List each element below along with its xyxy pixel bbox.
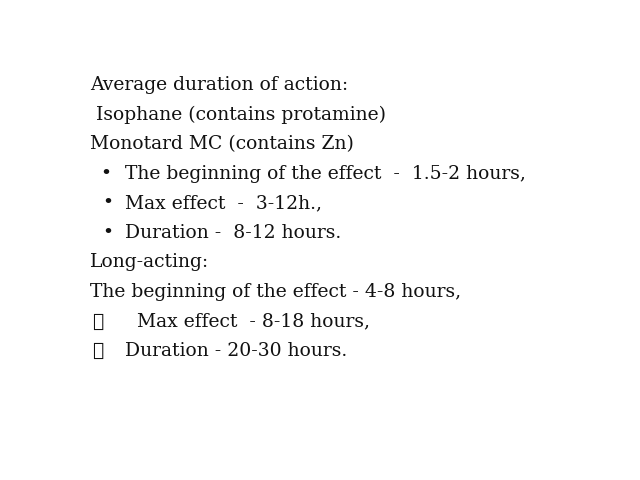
Text: The beginning of the effect - 4-8 hours,: The beginning of the effect - 4-8 hours, [90,283,461,301]
Text: Monotard MC (contains Zn): Monotard MC (contains Zn) [90,135,354,153]
Text: Duration - 20-30 hours.: Duration - 20-30 hours. [125,342,347,360]
Text: ❖: ❖ [92,342,104,360]
Text: Isophane (contains protamine): Isophane (contains protamine) [90,106,386,124]
Text: Duration -  8-12 hours.: Duration - 8-12 hours. [125,224,341,242]
Text: •: • [102,224,113,242]
Text: ❖: ❖ [92,312,104,331]
Text: Max effect  - 8-18 hours,: Max effect - 8-18 hours, [125,312,370,331]
Text: •: • [100,165,111,183]
Text: •: • [102,194,113,212]
Text: Long-acting:: Long-acting: [90,253,209,272]
Text: Max effect  -  3-12h.,: Max effect - 3-12h., [125,194,322,212]
Text: Average duration of action:: Average duration of action: [90,76,348,94]
Text: The beginning of the effect  -  1.5-2 hours,: The beginning of the effect - 1.5-2 hour… [125,165,525,183]
